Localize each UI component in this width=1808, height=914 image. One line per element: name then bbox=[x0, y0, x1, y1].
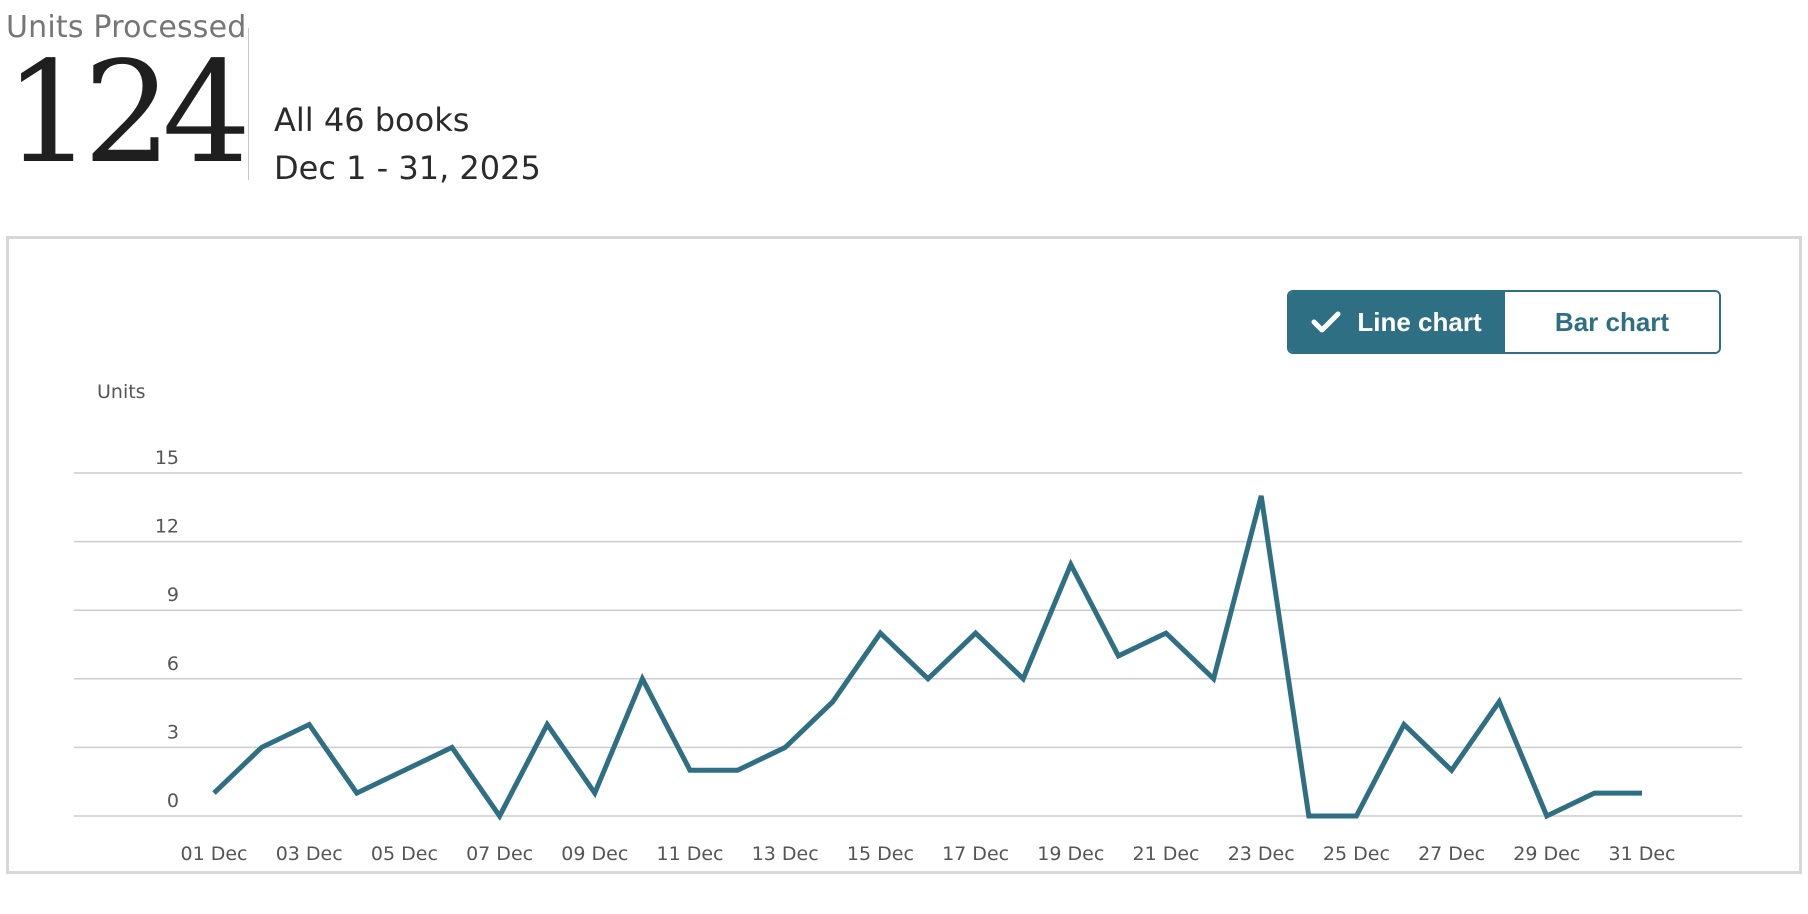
y-axis-label: Units bbox=[97, 381, 146, 403]
scope-dates: Dec 1 - 31, 2025 bbox=[274, 149, 541, 187]
x-tick-label: 27 Dec bbox=[1418, 843, 1485, 865]
bar-chart-label: Bar chart bbox=[1554, 306, 1670, 337]
metric-label: Units Processed bbox=[6, 10, 247, 45]
x-tick-label: 25 Dec bbox=[1323, 843, 1390, 865]
scope-info: All 46 books Dec 1 - 31, 2025 bbox=[274, 96, 541, 192]
line-chart-button[interactable]: Line chart bbox=[1289, 292, 1505, 352]
scope-books: All 46 books bbox=[274, 101, 470, 139]
y-tick-label: 6 bbox=[167, 653, 179, 675]
y-tick-label: 15 bbox=[155, 447, 179, 469]
x-tick-label: 15 Dec bbox=[847, 843, 914, 865]
series-line bbox=[212, 495, 1642, 821]
metric-value: 124 bbox=[4, 32, 251, 195]
divider bbox=[248, 28, 249, 180]
line-chart: Units 0 3 6 9 12 15 01 Dec 03 Dec 05 Dec 07 Dec 09 … bbox=[74, 381, 1742, 865]
bar-chart-button[interactable]: Bar chart bbox=[1505, 292, 1719, 352]
x-tick-label: 01 Dec bbox=[181, 843, 248, 865]
x-tick-label: 21 Dec bbox=[1133, 843, 1200, 865]
x-tick-label: 31 Dec bbox=[1609, 843, 1676, 865]
y-tick-label: 0 bbox=[167, 790, 179, 812]
x-tick-label: 19 Dec bbox=[1037, 843, 1104, 865]
summary-header: Units Processed 124 All 46 books Dec 1 -… bbox=[0, 0, 1808, 200]
chart-card: Units 0 3 6 9 12 15 01 Dec 03 Dec 05 Dec 07 Dec 09 … bbox=[6, 236, 1802, 874]
x-tick-label: 17 Dec bbox=[942, 843, 1009, 865]
x-tick-label: 29 Dec bbox=[1513, 843, 1580, 865]
y-tick-label: 12 bbox=[155, 516, 179, 538]
check-icon bbox=[1311, 311, 1341, 333]
x-tick-label: 05 Dec bbox=[371, 843, 438, 865]
y-tick-label: 9 bbox=[167, 584, 179, 606]
y-tick-label: 3 bbox=[167, 721, 179, 743]
x-tick-label: 13 Dec bbox=[752, 843, 819, 865]
x-tick-label: 09 Dec bbox=[561, 843, 628, 865]
x-tick-label: 03 Dec bbox=[276, 843, 343, 865]
x-tick-label: 11 Dec bbox=[657, 843, 724, 865]
line-chart-label: Line chart bbox=[1357, 306, 1482, 337]
x-tick-label: 23 Dec bbox=[1228, 843, 1295, 865]
x-tick-label: 07 Dec bbox=[466, 843, 533, 865]
chart-type-toggle: Line chart Bar chart bbox=[1287, 290, 1721, 354]
